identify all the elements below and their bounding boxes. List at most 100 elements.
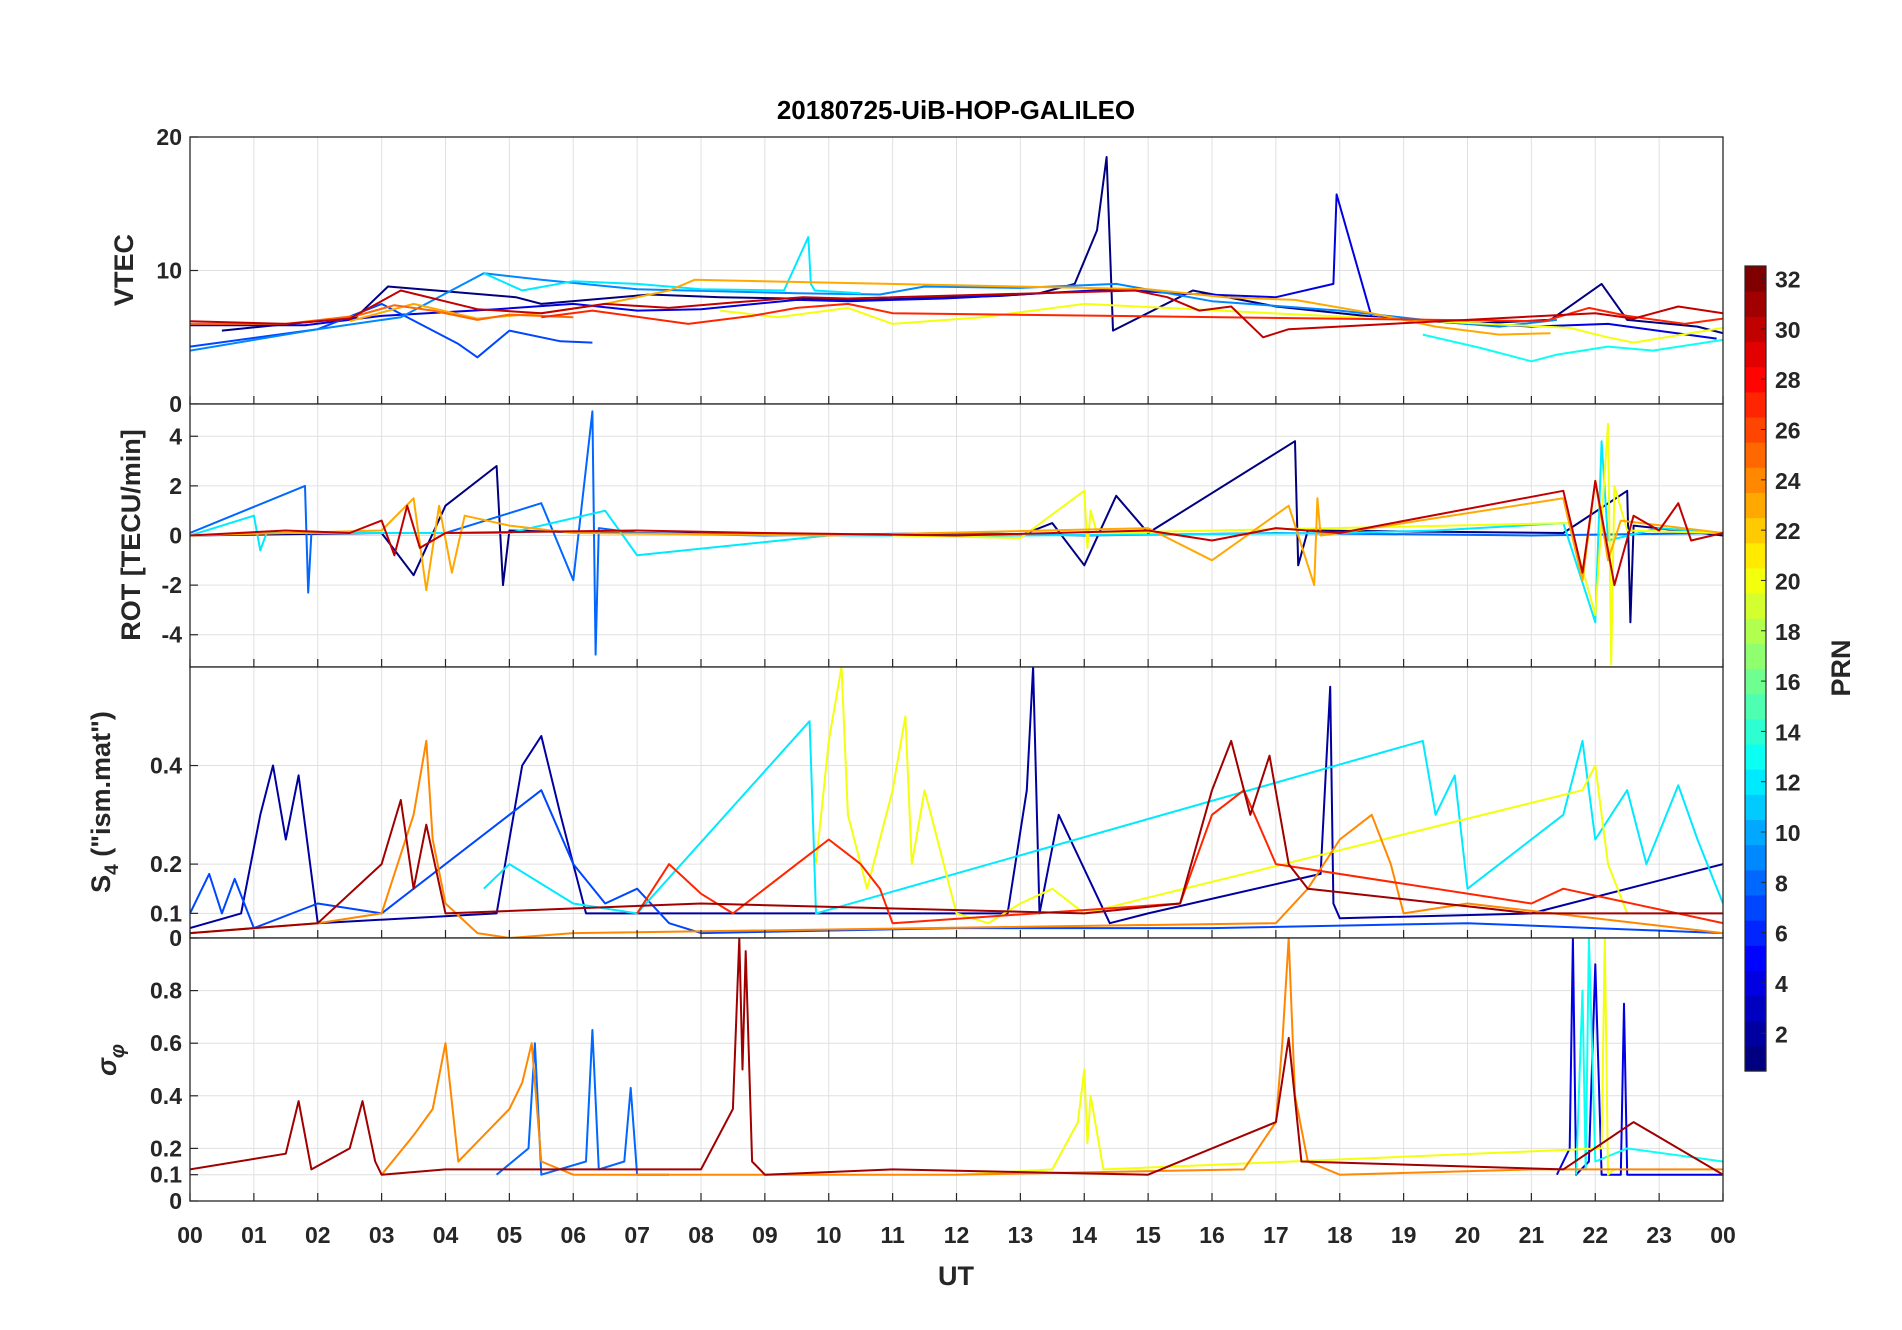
- colorbar-tick-label: 6: [1775, 921, 1788, 947]
- colorbar-tick-label: 24: [1775, 468, 1801, 494]
- colorbar-segment: [1745, 492, 1766, 519]
- series-line-prn-13: [1575, 938, 1723, 1175]
- colorbar-segment: [1745, 743, 1766, 770]
- x-tick-label: 20: [1455, 1222, 1481, 1248]
- panel-frame: [189, 937, 1724, 1202]
- colorbar-segment: [1745, 920, 1766, 946]
- x-tick-label: 21: [1519, 1222, 1545, 1248]
- y-tick-label: 0.4: [150, 1083, 182, 1109]
- x-tick-label: 00: [177, 1222, 203, 1248]
- colorbar-segment: [1745, 593, 1766, 619]
- colorbar-tick-label: 4: [1775, 971, 1788, 997]
- series-line-prn-13: [1422, 333, 1723, 363]
- colorbar-segment: [1745, 266, 1766, 292]
- y-tick-label: 20: [156, 124, 182, 150]
- colorbar-tick-label: 2: [1775, 1021, 1788, 1047]
- series-line-prn-20: [956, 938, 1616, 1176]
- colorbar-tick-label: 32: [1775, 267, 1801, 293]
- colorbar-segment: [1745, 844, 1766, 871]
- colorbar-segment: [1745, 1020, 1766, 1047]
- colorbar-label: PRN: [1826, 639, 1856, 696]
- colorbar-tick-label: 26: [1775, 418, 1801, 444]
- y-label-vtec: VTEC: [109, 234, 139, 306]
- series-line-prn-8: [495, 1029, 670, 1176]
- x-tick-label: 19: [1391, 1222, 1417, 1248]
- colorbar-segment: [1745, 467, 1766, 494]
- series-line-prn-4: [1556, 938, 1723, 1176]
- y-tick-label: -4: [162, 622, 183, 648]
- colorbar-segment: [1745, 366, 1766, 393]
- series-group: [190, 156, 1723, 363]
- x-tick-label: 08: [688, 1222, 714, 1248]
- series-line-prn-27: [636, 789, 1723, 925]
- series-line-prn-24: [190, 739, 1723, 938]
- colorbar-tick-label: 8: [1775, 870, 1788, 896]
- colorbar-segment: [1745, 668, 1766, 695]
- x-tick-label: 18: [1327, 1222, 1353, 1248]
- x-tick-label: 14: [1071, 1222, 1097, 1248]
- colorbar-tick-label: 10: [1775, 820, 1801, 846]
- colorbar-tick-label: 14: [1775, 719, 1801, 745]
- y-tick-label: 10: [156, 258, 182, 284]
- y-tick-label: 0.6: [150, 1030, 182, 1056]
- x-tick-label: 09: [752, 1222, 778, 1248]
- colorbar-segment: [1745, 442, 1766, 468]
- y-tick-label: 0: [169, 925, 182, 951]
- series-group: [190, 667, 1723, 938]
- panel-vtec: 0 10 20: [156, 124, 1724, 417]
- series-line-prn-30: [190, 479, 1723, 587]
- colorbar-segment: [1745, 416, 1766, 443]
- colorbar-segment: [1745, 391, 1766, 418]
- series-line-prn-20: [815, 667, 1629, 925]
- colorbar-tick-label: 12: [1775, 770, 1801, 796]
- x-tick-label: 01: [241, 1222, 267, 1248]
- x-tick-label: 23: [1646, 1222, 1672, 1248]
- colorbar-tick-label: 30: [1775, 317, 1801, 343]
- colorbar-tick-label: 16: [1775, 669, 1801, 695]
- series-line-prn-31: [190, 938, 1723, 1176]
- y-label-rot: ROT [TECU/min]: [116, 429, 146, 640]
- series-group: [190, 938, 1723, 1176]
- series-line-prn-7: [190, 302, 593, 359]
- colorbar-segment: [1745, 542, 1766, 569]
- y-tick-label: 0.1: [150, 1162, 182, 1188]
- colorbar-segment: [1745, 316, 1766, 343]
- colorbar-segment: [1745, 1045, 1766, 1072]
- x-tick-label: 02: [305, 1222, 331, 1248]
- series-line-prn-20: [720, 302, 1723, 344]
- y-tick-label: 0.1: [150, 900, 182, 926]
- x-tick-label: 04: [433, 1222, 459, 1248]
- x-tick-label: 03: [369, 1222, 395, 1248]
- y-tick-label: 0.2: [150, 851, 182, 877]
- colorbar-segment: [1745, 643, 1766, 670]
- colorbar-segment: [1745, 718, 1766, 745]
- colorbar-segment: [1745, 970, 1766, 997]
- x-tick-label: 12: [944, 1222, 970, 1248]
- colorbar-segment: [1745, 291, 1766, 317]
- x-tick-label: 10: [816, 1222, 842, 1248]
- y-tick-label: 4: [169, 423, 182, 449]
- colorbar-tick-label: 22: [1775, 518, 1801, 544]
- colorbar-segment: [1745, 517, 1766, 544]
- panel-sigma_phi: 00.10.20.40.60.80: [150, 925, 1724, 1214]
- series-line-prn-1: [221, 156, 1723, 335]
- colorbar-segment: [1745, 341, 1766, 368]
- y-tick-label: 0: [169, 523, 182, 549]
- colorbar-segment: [1745, 794, 1766, 821]
- colorbar-segment: [1745, 693, 1766, 720]
- x-tick-label: 11: [880, 1222, 905, 1248]
- colorbar-segment: [1745, 869, 1766, 896]
- y-tick-label: 2: [169, 473, 182, 499]
- chart-title: 20180725-UiB-HOP-GALILEO: [777, 95, 1135, 125]
- colorbar-segment: [1745, 945, 1766, 971]
- y-label-sigma-phi: σφ: [92, 1044, 129, 1076]
- x-tick-label: 06: [560, 1222, 586, 1248]
- panel-rot: -4 -2 0 2 4: [162, 403, 1724, 668]
- colorbar-tick-label: 20: [1775, 568, 1801, 594]
- x-axis-label: UT: [938, 1261, 974, 1291]
- colorbar-frame: [1744, 265, 1767, 1072]
- series-line-prn-31: [190, 739, 1723, 935]
